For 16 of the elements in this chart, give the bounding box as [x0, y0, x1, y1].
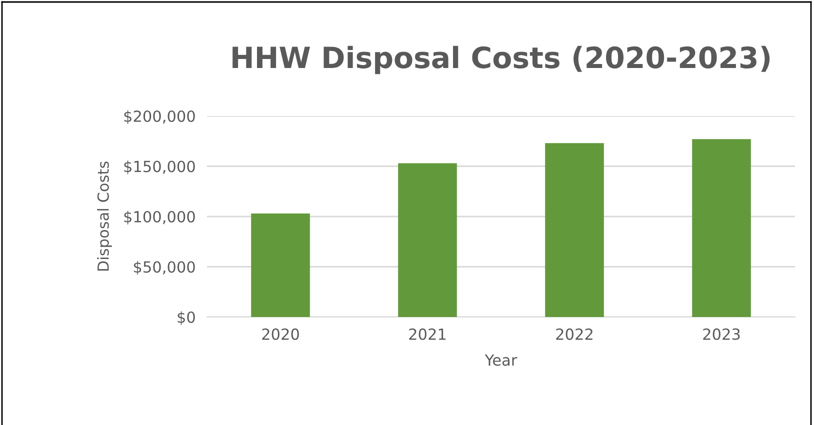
y-tick-label: $100,000 — [124, 210, 195, 225]
x-tick-label: 2022 — [556, 328, 592, 340]
x-tick-label: 2023 — [703, 328, 740, 340]
bar — [398, 163, 457, 317]
bar — [545, 143, 604, 317]
y-tick-label: $200,000 — [124, 110, 195, 124]
x-tick-label: 2020 — [262, 328, 299, 340]
y-tick-label: $0 — [178, 311, 195, 326]
x-axis-title: Year — [484, 354, 518, 366]
bar — [251, 213, 310, 317]
y-tick-label: $50,000 — [134, 260, 195, 275]
chart-title: HHW Disposal Costs (2020-2023) — [232, 46, 770, 74]
y-axis-title: Disposal Costs — [97, 162, 112, 271]
bar — [692, 139, 751, 317]
y-tick-label: $150,000 — [124, 160, 195, 174]
x-tick-label: 2021 — [409, 328, 446, 340]
